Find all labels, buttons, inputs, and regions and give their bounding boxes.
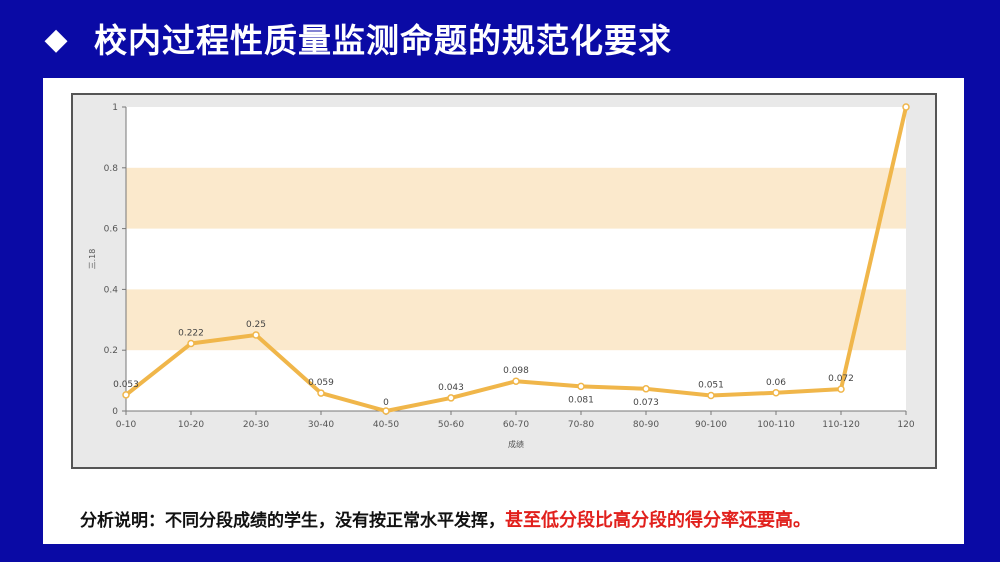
data-label: 0.222 <box>178 329 204 339</box>
caption-text: 分析说明：不同分段成绩的学生，没有按正常水平发挥， <box>80 511 505 531</box>
data-label: 0.053 <box>113 380 139 390</box>
data-label: 0.081 <box>568 395 594 405</box>
content-panel: 0 0.2 0.4 0.6 0.8 1 0-10 10-20 20-30 30-40 40-50 50… <box>43 78 964 544</box>
data-point <box>187 339 195 348</box>
data-point <box>577 382 585 391</box>
y-tick-label: 0.4 <box>104 285 119 295</box>
data-label: 0.073 <box>633 398 659 408</box>
caption-highlight: 甚至低分段比高分段的得分率还要高。 <box>505 510 811 531</box>
y-tick-label: 1 <box>112 103 118 113</box>
data-point <box>512 377 520 385</box>
y-axis-title: 三.18 <box>88 249 97 270</box>
y-tick-label: 0.8 <box>104 164 119 174</box>
plot-band-0 <box>126 289 906 351</box>
chart-frame: 0 0.2 0.4 0.6 0.8 1 0-10 10-20 20-30 30-40 40-50 50… <box>71 93 937 469</box>
data-point <box>707 391 715 400</box>
data-point <box>642 385 650 393</box>
plot-band-1 <box>126 167 906 229</box>
data-point <box>317 389 325 397</box>
diamond-bullet-icon: ◆ <box>44 22 68 57</box>
x-tick-label: 100-110 <box>757 420 795 430</box>
x-axis-title: 成绩 <box>508 439 524 449</box>
data-label: 0.051 <box>698 380 724 390</box>
title-bar: ◆ 校内过程性质量监测命题的规范化要求 <box>0 0 1000 78</box>
data-label: 0.059 <box>308 378 334 388</box>
x-tick-label: 90-100 <box>695 420 727 430</box>
x-tick-label: 40-50 <box>373 420 399 430</box>
analysis-caption: 分析说明：不同分段成绩的学生，没有按正常水平发挥，甚至低分段比高分段的得分率还要… <box>80 506 811 532</box>
x-tick-label: 30-40 <box>308 420 334 430</box>
x-tick-label: 70-80 <box>568 420 594 430</box>
y-tick-label: 0 <box>112 407 118 417</box>
data-label: 0 <box>383 398 389 408</box>
data-label: 0.072 <box>828 374 854 384</box>
y-tick-label: 0.6 <box>104 225 119 235</box>
x-tick-label: 20-30 <box>243 420 269 430</box>
data-point <box>837 385 845 393</box>
plot-area <box>126 107 906 411</box>
x-tick-label: 10-20 <box>178 420 204 430</box>
data-label: 0.06 <box>766 378 786 388</box>
x-tick-label: 110-120 <box>822 420 860 430</box>
data-point <box>902 103 910 111</box>
x-tick-label: 80-90 <box>633 420 659 430</box>
data-point <box>447 394 455 402</box>
data-label: 0.098 <box>503 366 529 376</box>
line-chart: 0 0.2 0.4 0.6 0.8 1 0-10 10-20 20-30 30-40 40-50 50… <box>88 103 915 449</box>
data-label: 0.043 <box>438 383 464 393</box>
page-title: 校内过程性质量监测命题的规范化要求 <box>94 21 672 60</box>
data-point <box>382 407 390 415</box>
data-point <box>252 331 260 339</box>
x-tick-label: 120 <box>897 420 914 430</box>
y-tick-label: 0.2 <box>104 346 118 356</box>
x-tick-label: 0-10 <box>116 420 137 430</box>
data-label: 0.25 <box>246 320 266 330</box>
data-point <box>122 391 130 399</box>
x-tick-label: 60-70 <box>503 420 529 430</box>
data-point <box>772 389 780 397</box>
x-tick-label: 50-60 <box>438 420 464 430</box>
